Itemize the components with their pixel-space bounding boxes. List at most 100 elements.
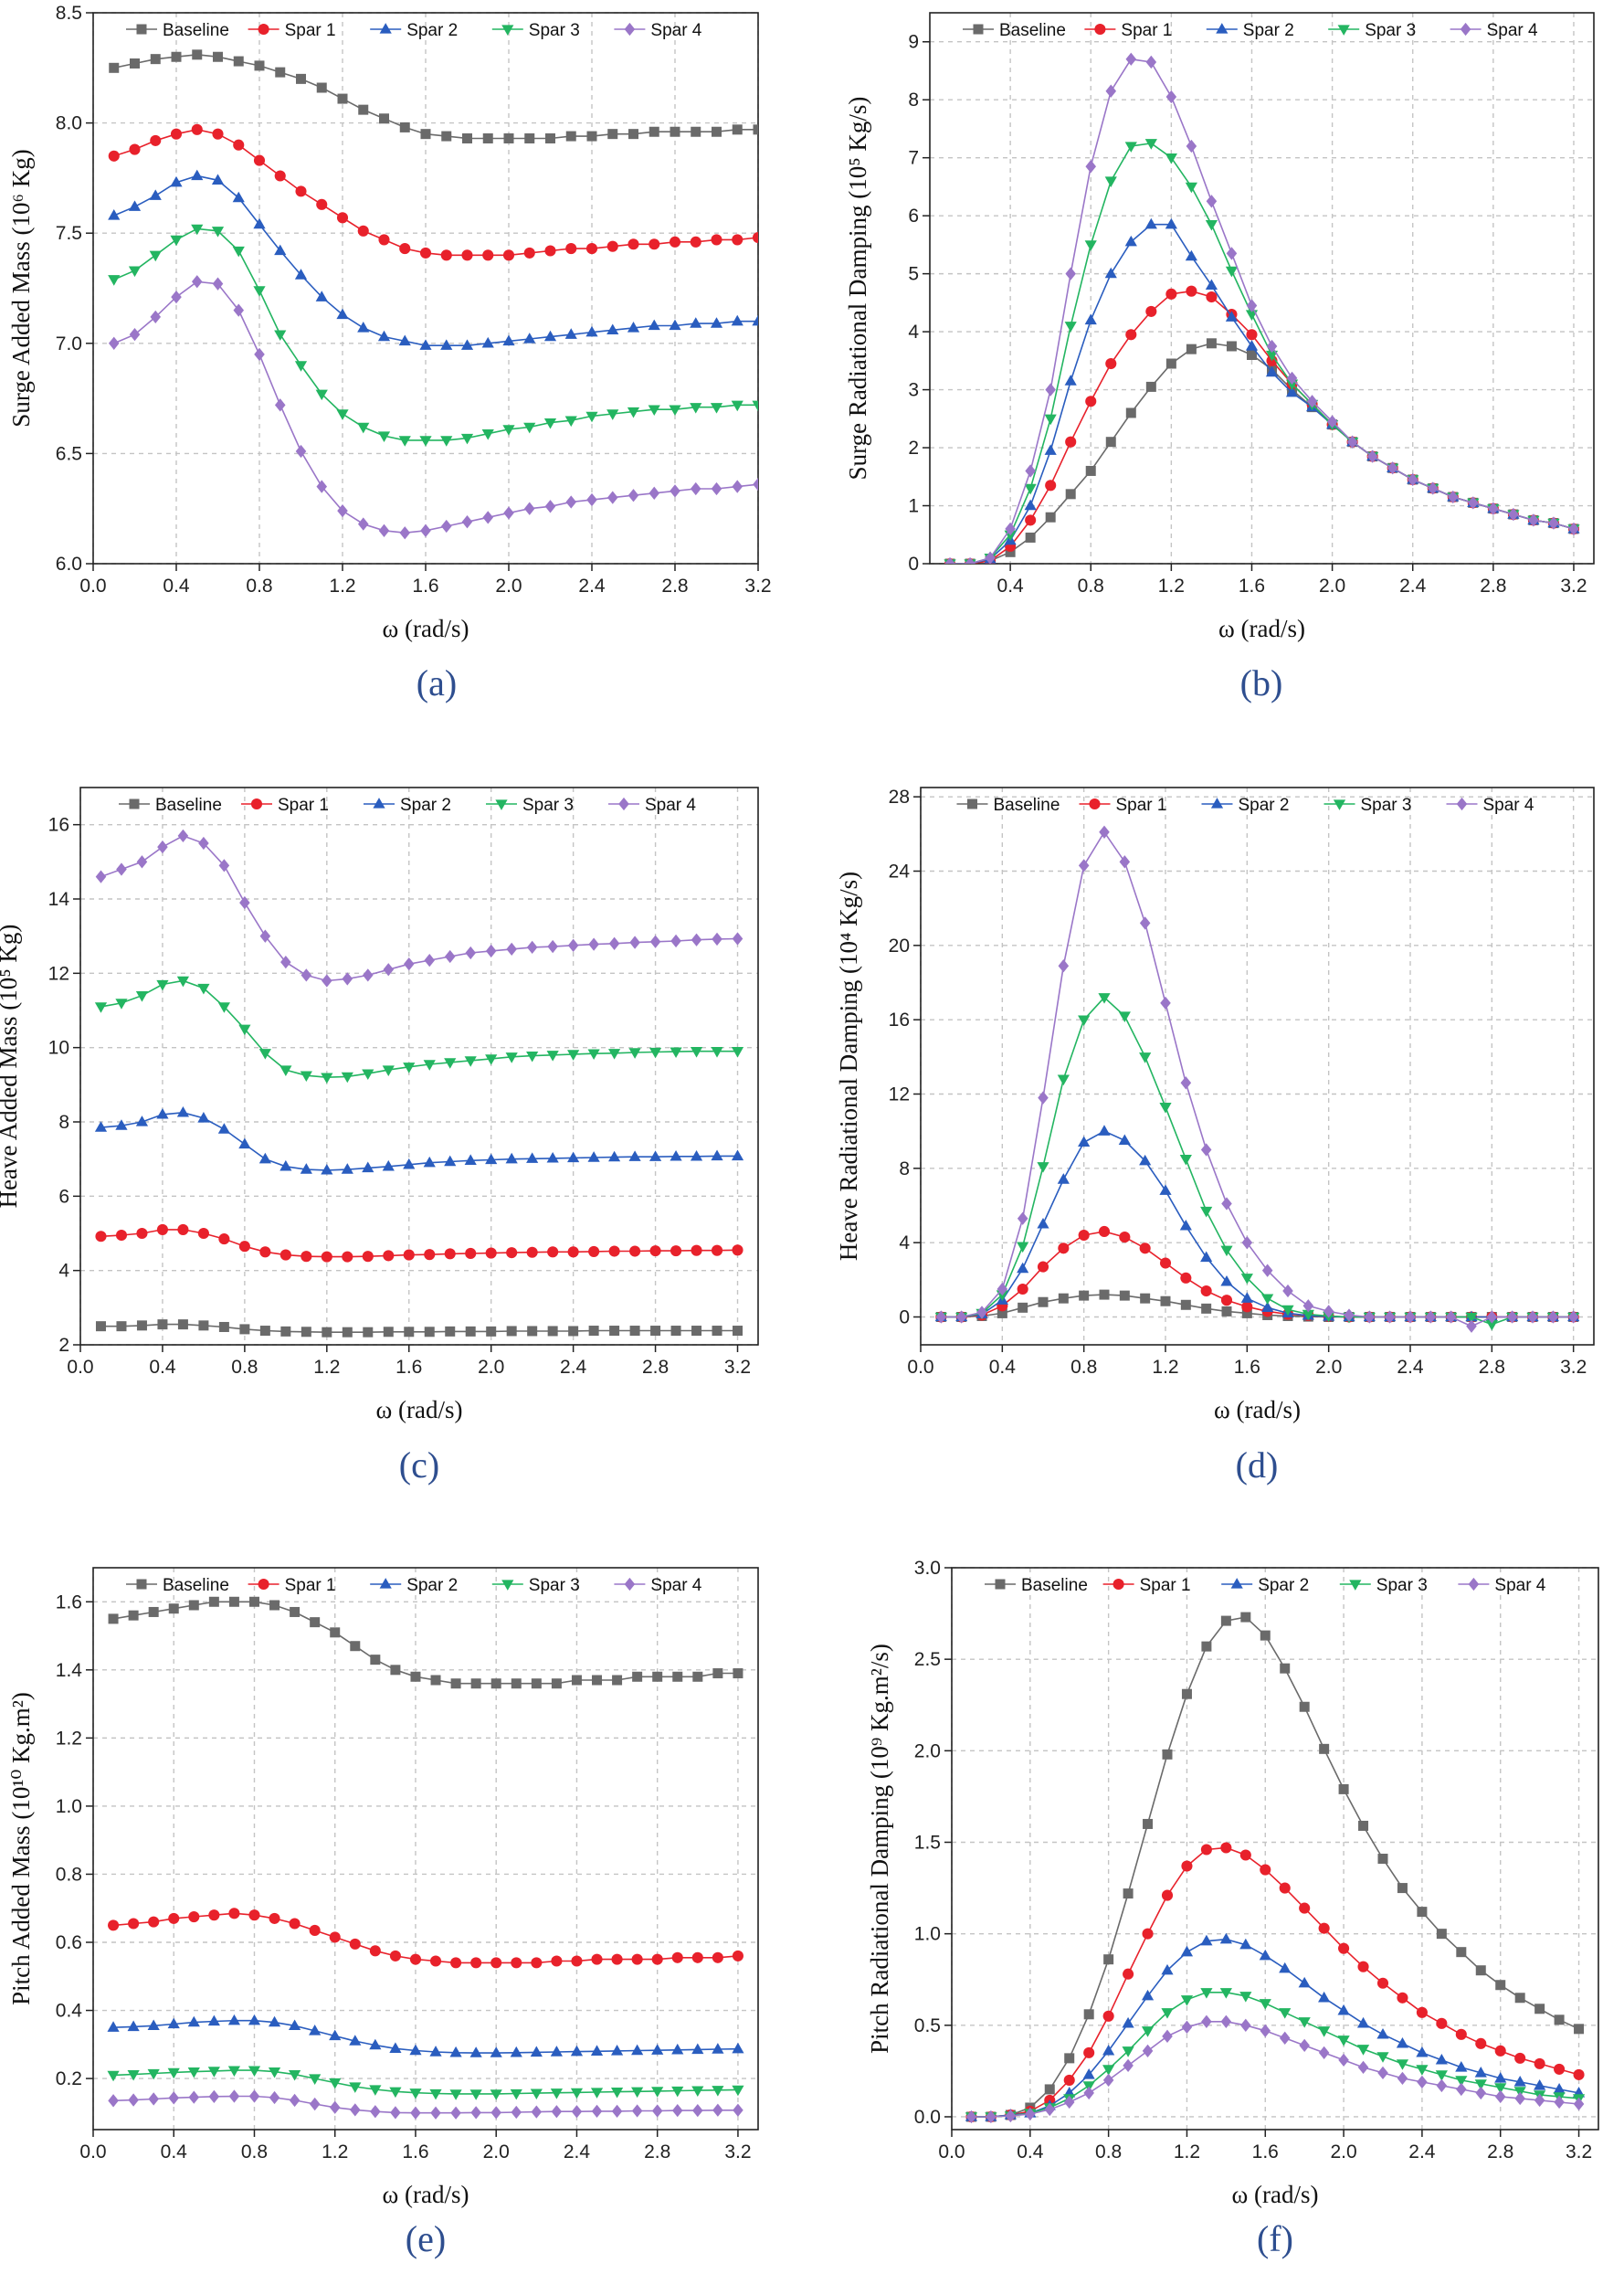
data-point-spar-4 xyxy=(531,2105,543,2119)
data-point-spar-3 xyxy=(444,1058,457,1069)
x-tick-label: 1.2 xyxy=(329,576,355,597)
data-point-spar-4 xyxy=(490,2106,501,2120)
data-point-spar-1 xyxy=(336,212,349,224)
data-point-spar-1 xyxy=(309,1924,321,1937)
data-point-spar-2 xyxy=(300,1163,312,1174)
panel-label-c: (c) xyxy=(398,1444,440,1486)
data-point-spar-3 xyxy=(94,1002,108,1013)
data-point-baseline xyxy=(301,1327,311,1338)
data-point-spar-2 xyxy=(1416,2046,1429,2057)
data-point-baseline xyxy=(592,1675,603,1686)
data-point-spar-1 xyxy=(629,1245,641,1257)
data-point-spar-1 xyxy=(1436,2017,1448,2029)
data-point-baseline xyxy=(545,132,555,143)
data-point-baseline xyxy=(1018,1302,1028,1313)
y-tick-label: 24 xyxy=(889,862,911,883)
data-point-spar-1 xyxy=(752,231,758,244)
data-point-spar-4 xyxy=(485,944,497,958)
legend-marker-baseline xyxy=(995,1579,1006,1590)
data-point-spar-4 xyxy=(1425,1310,1437,1324)
data-point-spar-2 xyxy=(1141,1989,1155,2001)
data-point-spar-1 xyxy=(547,1246,559,1258)
data-point-spar-3 xyxy=(128,266,142,278)
data-point-spar-1 xyxy=(1299,1902,1311,1914)
data-point-baseline xyxy=(670,126,680,137)
data-point-spar-1 xyxy=(156,1223,168,1235)
data-point-spar-4 xyxy=(150,310,162,324)
data-point-spar-4 xyxy=(1508,507,1519,522)
data-point-spar-4 xyxy=(444,949,456,964)
data-point-spar-3 xyxy=(377,431,391,442)
data-point-spar-4 xyxy=(342,972,353,986)
data-point-spar-3 xyxy=(464,1056,477,1067)
data-point-spar-2 xyxy=(627,322,640,333)
legend: Baseline Spar 1 Spar 2 Spar 3 Spar 4 xyxy=(119,796,696,815)
data-point-spar-2 xyxy=(1165,217,1177,229)
data-point-spar-2 xyxy=(170,175,183,187)
data-point-spar-1 xyxy=(523,247,535,259)
y-tick-label: 4 xyxy=(908,322,919,343)
data-point-spar-2 xyxy=(197,1112,210,1123)
data-point-spar-3 xyxy=(671,2086,684,2098)
data-point-spar-1 xyxy=(248,1909,260,1921)
data-point-spar-2 xyxy=(690,317,702,328)
legend-label-spar-3: Spar 3 xyxy=(1376,1576,1428,1595)
data-point-spar-1 xyxy=(440,249,452,261)
data-point-spar-1 xyxy=(1119,1232,1131,1243)
data-point-spar-3 xyxy=(315,389,328,401)
data-point-spar-3 xyxy=(127,2069,140,2081)
data-point-spar-1 xyxy=(316,198,328,210)
data-point-spar-3 xyxy=(1455,2076,1468,2087)
data-point-spar-4 xyxy=(1448,490,1459,504)
data-point-spar-1 xyxy=(711,234,722,246)
data-point-spar-4 xyxy=(212,277,224,291)
data-point-spar-2 xyxy=(382,1159,395,1171)
data-point-spar-3 xyxy=(567,1050,580,1061)
data-point-spar-2 xyxy=(94,1121,108,1132)
data-point-baseline xyxy=(168,1603,179,1614)
data-point-spar-4 xyxy=(1206,195,1218,208)
data-point-spar-4 xyxy=(1494,2089,1506,2104)
data-point-baseline xyxy=(1099,1289,1110,1300)
data-point-spar-3 xyxy=(1044,414,1057,426)
data-point-spar-1 xyxy=(1063,2074,1075,2086)
data-point-spar-3 xyxy=(570,2088,584,2099)
data-point-spar-1 xyxy=(1475,2037,1487,2049)
data-point-spar-3 xyxy=(1225,266,1239,278)
data-point-spar-4 xyxy=(280,955,291,969)
data-point-baseline xyxy=(1475,1965,1486,1976)
data-point-spar-1 xyxy=(1037,1261,1049,1273)
data-point-spar-4 xyxy=(985,551,996,564)
data-point-baseline xyxy=(649,126,659,137)
data-point-spar-1 xyxy=(1142,1928,1154,1940)
data-point-spar-4 xyxy=(691,933,702,946)
data-point-spar-4 xyxy=(482,511,494,524)
y-tick-label: 6 xyxy=(908,206,919,227)
data-point-spar-2 xyxy=(1057,1173,1070,1184)
data-point-spar-4 xyxy=(732,932,743,946)
data-point-spar-4 xyxy=(399,526,411,540)
data-point-spar-4 xyxy=(363,968,374,982)
data-point-spar-4 xyxy=(1142,2044,1154,2058)
data-point-spar-2 xyxy=(564,328,577,339)
x-tick-label: 0.8 xyxy=(231,1357,258,1378)
data-point-spar-4 xyxy=(1139,916,1151,930)
data-point-spar-4 xyxy=(465,946,476,960)
data-point-spar-1 xyxy=(329,1931,341,1943)
data-point-spar-4 xyxy=(1306,395,1318,408)
data-point-spar-4 xyxy=(1407,472,1418,487)
x-tick-label: 2.8 xyxy=(644,2141,670,2162)
data-point-spar-2 xyxy=(1200,1251,1213,1263)
data-point-spar-3 xyxy=(631,2087,644,2099)
data-point-spar-2 xyxy=(156,1107,169,1119)
data-point-spar-2 xyxy=(1534,2079,1546,2090)
y-axis-label: Surge Radiational Damping (10⁵ Kg/s) xyxy=(844,97,871,481)
data-point-spar-1 xyxy=(188,1910,200,1923)
data-point-spar-2 xyxy=(530,2046,543,2057)
data-point-spar-2 xyxy=(543,330,557,342)
data-point-spar-3 xyxy=(170,235,183,247)
y-tick-label: 0.6 xyxy=(56,1932,82,1953)
data-point-baseline xyxy=(208,1596,219,1607)
data-point-spar-3 xyxy=(1104,176,1117,187)
data-point-spar-4 xyxy=(1058,959,1070,973)
